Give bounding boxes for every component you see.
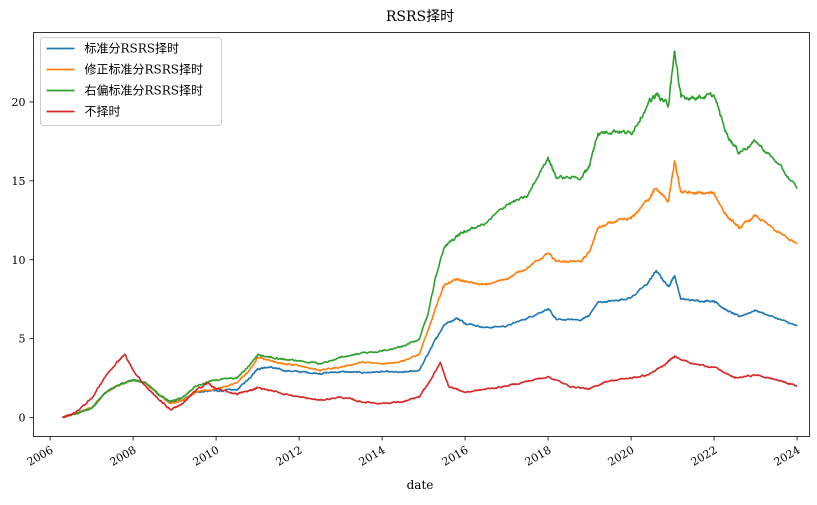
x-tick-label: 2006 (25, 444, 56, 469)
x-tick-label: 2014 (357, 444, 388, 469)
y-tick-label: 5 (19, 333, 26, 346)
y-tick-label: 15 (12, 175, 26, 188)
x-axis-title: date (407, 478, 434, 492)
x-axis: 2006 2008 2010 2012 2014 2016 2018 2020 2022 2024 (25, 436, 803, 469)
legend-label-4: 不择时 (85, 105, 121, 119)
series-line-2 (61, 160, 798, 419)
y-tick-label: 20 (12, 96, 26, 109)
y-axis: 0 5 10 15 20 (12, 96, 34, 425)
x-tick-label: 2018 (523, 444, 554, 469)
series-line-4 (61, 353, 798, 419)
legend-label-1: 标准分RSRS择时 (85, 42, 180, 56)
x-tick-label: 2016 (440, 444, 471, 469)
legend-label-3: 右偏标准分RSRS择时 (85, 83, 204, 98)
y-tick-label: 0 (19, 412, 26, 425)
series-line-3 (62, 50, 798, 419)
y-tick-label: 10 (12, 254, 26, 267)
plot-frame (33, 32, 810, 437)
x-tick-label: 2020 (606, 444, 637, 469)
plot-area (61, 50, 798, 419)
x-tick-label: 2012 (274, 444, 305, 469)
x-tick-label: 2008 (108, 444, 139, 469)
series-line-1 (62, 269, 798, 419)
x-tick-label: 2024 (772, 444, 803, 469)
x-tick-label: 2010 (191, 444, 222, 469)
chart-title: RSRS择时 (386, 9, 454, 25)
legend-box (40, 37, 222, 126)
x-tick-label: 2022 (689, 444, 720, 469)
legend-label-2: 修正标准分RSRS择时 (85, 62, 204, 77)
